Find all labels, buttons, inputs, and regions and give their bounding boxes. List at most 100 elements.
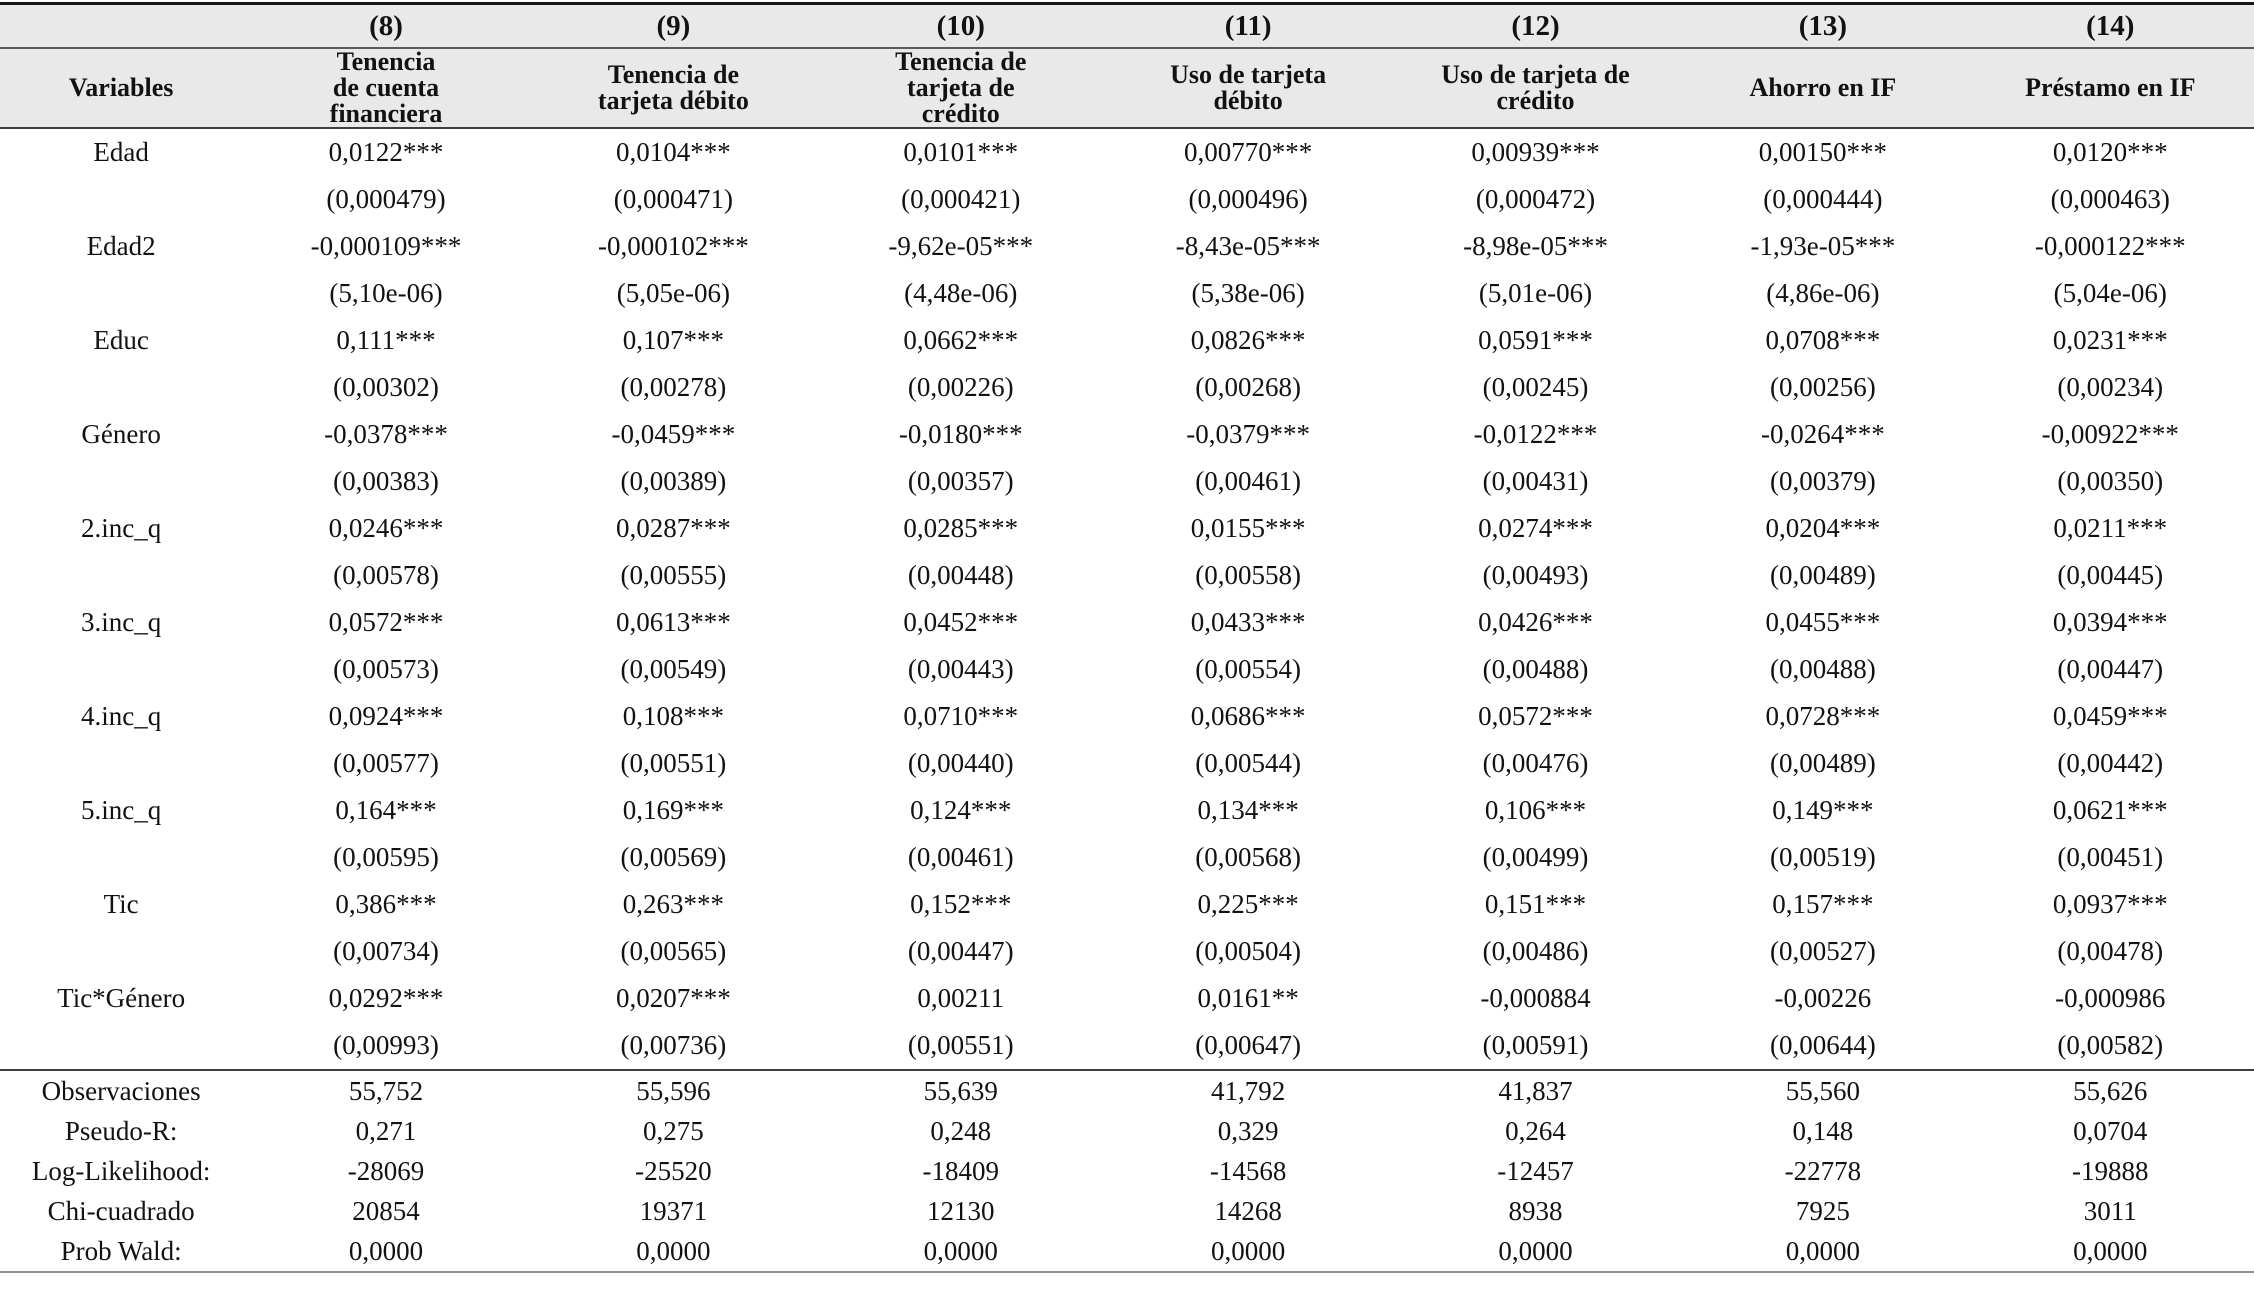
- stat-value: 0,0000: [1679, 1231, 1967, 1273]
- stat-value: 55,639: [817, 1069, 1105, 1111]
- statistic-row: Observaciones 55,752 55,596 55,639 41,792 41,…: [0, 1069, 2254, 1111]
- stderr-cell: (5,10e-06): [242, 270, 530, 317]
- column-header: Tenencia de tarjeta de crédito: [817, 48, 1105, 129]
- coefficient-cell: 0,0924***: [242, 693, 530, 740]
- stderr-row: (0,00302) (0,00278) (0,00226) (0,00268) (0,0…: [0, 364, 2254, 411]
- coefficient-cell: 0,225***: [1104, 881, 1392, 928]
- coefficient-cell: 0,0710***: [817, 693, 1105, 740]
- stat-value: 0,329: [1104, 1111, 1392, 1151]
- stderr-row: (0,00578) (0,00555) (0,00448) (0,00558) (0,0…: [0, 552, 2254, 599]
- stat-value: 41,792: [1104, 1069, 1392, 1111]
- stat-value: -18409: [817, 1151, 1105, 1191]
- stderr-cell: (4,48e-06): [817, 270, 1105, 317]
- coefficient-cell: 0,0613***: [529, 599, 818, 646]
- coefficient-row: Género -0,0378*** -0,0459*** -0,0180*** -0,0…: [0, 411, 2254, 458]
- stat-value: -14568: [1104, 1151, 1392, 1191]
- coefficient-row: Educ 0,111*** 0,107*** 0,0662*** 0,0826*** 0,…: [0, 317, 2254, 364]
- corner-cell: [0, 3, 243, 49]
- coefficient-cell: 0,152***: [817, 881, 1105, 928]
- coefficient-cell: 0,149***: [1679, 787, 1967, 834]
- stat-value: -28069: [242, 1151, 530, 1191]
- stat-value: 55,560: [1679, 1069, 1967, 1111]
- stderr-cell: (0,00736): [529, 1022, 818, 1070]
- coefficient-cell: 0,0101***: [817, 128, 1105, 176]
- stat-value: -22778: [1679, 1151, 1967, 1191]
- variable-label: Edad: [0, 128, 243, 176]
- coefficient-cell: 0,0708***: [1679, 317, 1967, 364]
- column-header: Ahorro en IF: [1679, 48, 1967, 129]
- column-number-row: (8) (9) (10) (11) (12) (13) (14): [0, 3, 2254, 49]
- coefficient-cell: -8,43e-05***: [1104, 223, 1392, 270]
- stderr-cell: (0,00578): [242, 552, 530, 599]
- empty-label-cell: [0, 364, 243, 411]
- stat-value: 55,752: [242, 1069, 530, 1111]
- stat-value: 8938: [1391, 1191, 1680, 1231]
- variable-label: Edad2: [0, 223, 243, 270]
- stderr-cell: (0,00486): [1391, 928, 1680, 975]
- empty-label-cell: [0, 834, 243, 881]
- coefficient-cell: 0,0246***: [242, 505, 530, 552]
- coefficient-cell: 0,0572***: [1391, 693, 1680, 740]
- statistic-row: Log-Likelihood: -28069 -25520 -18409 -14568-…: [0, 1151, 2254, 1191]
- stderr-cell: (0,00461): [1104, 458, 1392, 505]
- coefficient-cell: -0,0459***: [529, 411, 818, 458]
- coefficient-row: Edad 0,0122*** 0,0104*** 0,0101*** 0,00770**…: [0, 128, 2254, 176]
- coefficient-row: 3.inc_q 0,0572*** 0,0613*** 0,0452*** 0,0433…: [0, 599, 2254, 646]
- variable-label: Género: [0, 411, 243, 458]
- stat-value: -19888: [1966, 1151, 2254, 1191]
- coefficient-cell: 0,0426***: [1391, 599, 1680, 646]
- stat-value: 0,0000: [817, 1231, 1105, 1273]
- variable-label: 5.inc_q: [0, 787, 243, 834]
- coefficient-cell: 0,0204***: [1679, 505, 1967, 552]
- stat-value: 14268: [1104, 1191, 1392, 1231]
- coefficient-cell: 0,0274***: [1391, 505, 1680, 552]
- coefficient-cell: 0,0459***: [1966, 693, 2254, 740]
- stderr-cell: (0,00504): [1104, 928, 1392, 975]
- coefficient-cell: 0,157***: [1679, 881, 1967, 928]
- column-header-row: Variables Tenencia de cuenta financiera Te…: [0, 48, 2254, 129]
- table-body: (8) (9) (10) (11) (12) (13) (14) Variables Tenen…: [0, 3, 2254, 1273]
- stderr-cell: (0,00499): [1391, 834, 1680, 881]
- stderr-cell: (0,00493): [1391, 552, 1680, 599]
- column-header: Tenencia de tarjeta débito: [529, 48, 818, 129]
- coefficient-cell: 0,0728***: [1679, 693, 1967, 740]
- stderr-cell: (5,01e-06): [1391, 270, 1680, 317]
- stderr-cell: (0,00442): [1966, 740, 2254, 787]
- stderr-cell: (0,00350): [1966, 458, 2254, 505]
- stat-value: 0,264: [1391, 1111, 1680, 1151]
- stderr-cell: (0,00448): [817, 552, 1105, 599]
- stderr-cell: (0,00568): [1104, 834, 1392, 881]
- stderr-cell: (0,000496): [1104, 176, 1392, 223]
- stat-value: -12457: [1391, 1151, 1680, 1191]
- stderr-cell: (0,00555): [529, 552, 818, 599]
- coefficient-cell: -0,0122***: [1391, 411, 1680, 458]
- stderr-cell: (0,00440): [817, 740, 1105, 787]
- coefficient-cell: 0,0161**: [1104, 975, 1392, 1022]
- stderr-row: (0,00573) (0,00549) (0,00443) (0,00554) (0,0…: [0, 646, 2254, 693]
- stderr-row: (0,00595) (0,00569) (0,00461) (0,00568) (0,0…: [0, 834, 2254, 881]
- column-header: Tenencia de cuenta financiera: [242, 48, 530, 129]
- stderr-cell: (0,00595): [242, 834, 530, 881]
- column-number: (9): [529, 3, 818, 49]
- statistic-row: Chi-cuadrado 20854 19371 12130 14268 8938 7925…: [0, 1191, 2254, 1231]
- coefficient-cell: -8,98e-05***: [1391, 223, 1680, 270]
- stderr-cell: (0,00644): [1679, 1022, 1967, 1070]
- coefficient-cell: 0,00939***: [1391, 128, 1680, 176]
- column-number: (11): [1104, 3, 1392, 49]
- stderr-row: (5,10e-06) (5,05e-06) (4,48e-06) (5,38e-06)…: [0, 270, 2254, 317]
- stderr-cell: (0,00489): [1679, 552, 1967, 599]
- coefficient-cell: 0,151***: [1391, 881, 1680, 928]
- stderr-cell: (0,00226): [817, 364, 1105, 411]
- empty-label-cell: [0, 270, 243, 317]
- stderr-cell: (0,00447): [1966, 646, 2254, 693]
- statistic-row: Prob Wald: 0,0000 0,0000 0,0000 0,0000 0,0000…: [0, 1231, 2254, 1273]
- column-header: Uso de tarjeta débito: [1104, 48, 1392, 129]
- stderr-cell: (0,00647): [1104, 1022, 1392, 1070]
- stderr-cell: (0,00591): [1391, 1022, 1680, 1070]
- stderr-cell: (0,00519): [1679, 834, 1967, 881]
- coefficient-cell: 0,0591***: [1391, 317, 1680, 364]
- coefficient-row: 4.inc_q 0,0924*** 0,108*** 0,0710*** 0,0686*…: [0, 693, 2254, 740]
- coefficient-cell: 0,0285***: [817, 505, 1105, 552]
- stderr-cell: (0,000479): [242, 176, 530, 223]
